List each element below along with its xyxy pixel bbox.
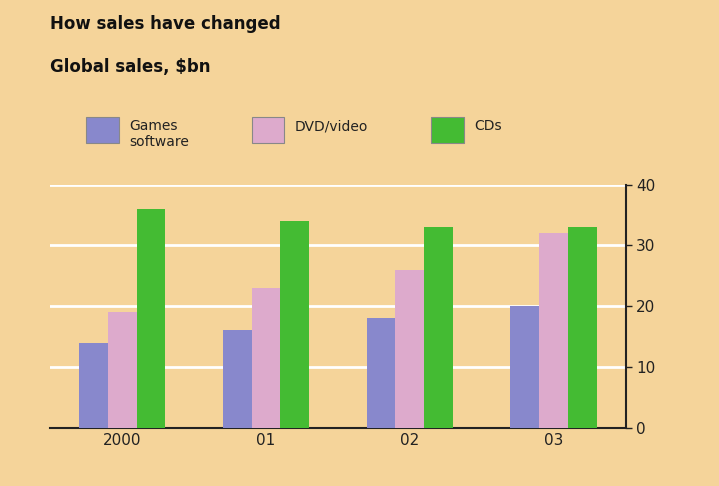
- Bar: [252, 288, 280, 428]
- Text: CDs: CDs: [475, 119, 502, 133]
- Bar: [568, 227, 597, 428]
- Bar: [510, 306, 539, 428]
- Bar: [395, 270, 424, 428]
- Bar: [367, 318, 395, 428]
- Bar: [79, 343, 108, 428]
- Bar: [280, 221, 309, 428]
- Text: Games
software: Games software: [129, 119, 189, 149]
- Text: How sales have changed: How sales have changed: [50, 15, 281, 33]
- Bar: [108, 312, 137, 428]
- Text: Global sales, $bn: Global sales, $bn: [50, 58, 211, 76]
- Text: DVD/video: DVD/video: [295, 119, 368, 133]
- Bar: [223, 330, 252, 428]
- Bar: [424, 227, 453, 428]
- Bar: [137, 209, 165, 428]
- Bar: [539, 233, 568, 428]
